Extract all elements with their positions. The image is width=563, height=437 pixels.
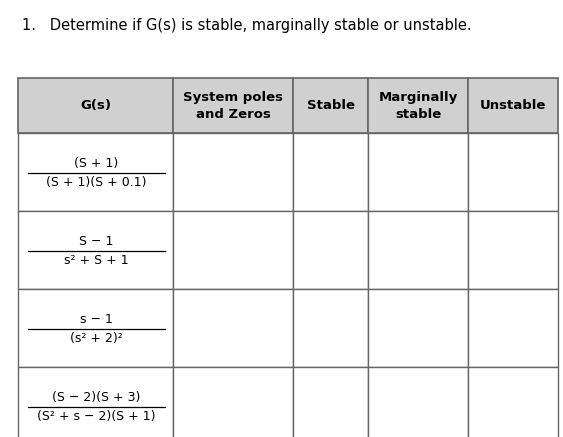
Text: (S + 1)(S + 0.1): (S + 1)(S + 0.1) bbox=[46, 176, 147, 189]
Text: s − 1: s − 1 bbox=[80, 313, 113, 326]
Bar bbox=[368, 289, 468, 367]
Bar bbox=[368, 133, 468, 211]
Bar bbox=[368, 78, 468, 133]
Bar bbox=[18, 133, 173, 211]
Bar bbox=[293, 133, 368, 211]
Text: (S − 2)(S + 3): (S − 2)(S + 3) bbox=[52, 391, 141, 404]
Text: 1.   Determine if G(s) is stable, marginally stable or unstable.: 1. Determine if G(s) is stable, marginal… bbox=[22, 18, 472, 33]
Bar bbox=[18, 211, 173, 289]
Text: Stable: Stable bbox=[306, 99, 355, 112]
Text: (S + 1): (S + 1) bbox=[74, 157, 119, 170]
Text: (s² + 2)²: (s² + 2)² bbox=[70, 332, 123, 345]
Text: System poles
and Zeros: System poles and Zeros bbox=[183, 90, 283, 121]
Bar bbox=[468, 367, 558, 437]
Bar bbox=[368, 367, 468, 437]
Text: G(s): G(s) bbox=[80, 99, 111, 112]
Text: Marginally
stable: Marginally stable bbox=[378, 90, 458, 121]
Bar bbox=[173, 289, 293, 367]
Bar bbox=[173, 78, 293, 133]
Bar bbox=[18, 78, 173, 133]
Bar bbox=[173, 367, 293, 437]
Bar bbox=[468, 211, 558, 289]
Bar bbox=[293, 367, 368, 437]
Bar bbox=[293, 78, 368, 133]
Bar bbox=[173, 133, 293, 211]
Bar bbox=[468, 289, 558, 367]
Text: S − 1: S − 1 bbox=[79, 235, 114, 248]
Bar bbox=[468, 133, 558, 211]
Bar bbox=[468, 78, 558, 133]
Text: Unstable: Unstable bbox=[480, 99, 546, 112]
Text: s² + S + 1: s² + S + 1 bbox=[64, 254, 129, 267]
Bar bbox=[18, 289, 173, 367]
Text: (S² + s − 2)(S + 1): (S² + s − 2)(S + 1) bbox=[37, 410, 156, 423]
Bar bbox=[18, 367, 173, 437]
Bar bbox=[293, 211, 368, 289]
Bar bbox=[173, 211, 293, 289]
Bar bbox=[293, 289, 368, 367]
Bar bbox=[368, 211, 468, 289]
